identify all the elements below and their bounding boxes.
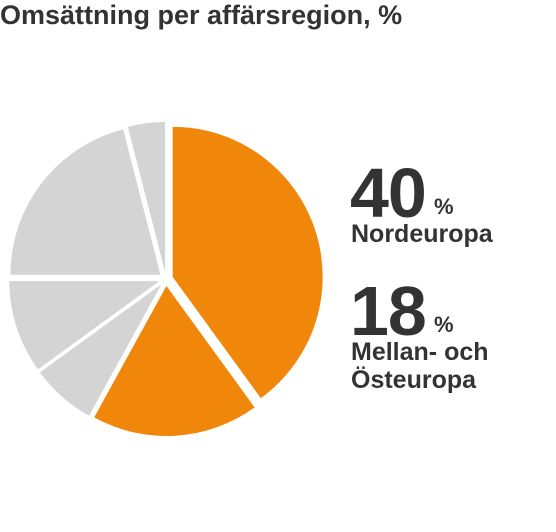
pie-slice [172,126,323,399]
category-label: Mellan- och Östeuropa [351,338,489,394]
pie-slice [40,284,162,416]
pie-slice [9,281,160,370]
pie-slice [94,285,255,436]
unit-label: % [434,194,454,219]
unit-label: % [434,312,454,337]
pie-slice [127,122,166,273]
value-label: 18 [350,272,427,350]
value-label: 40 [350,154,427,232]
category-label: Nordeuropa [351,220,493,248]
chart-title: Omsättning per affärsregion, % [0,0,403,30]
pie-slice [10,129,161,275]
